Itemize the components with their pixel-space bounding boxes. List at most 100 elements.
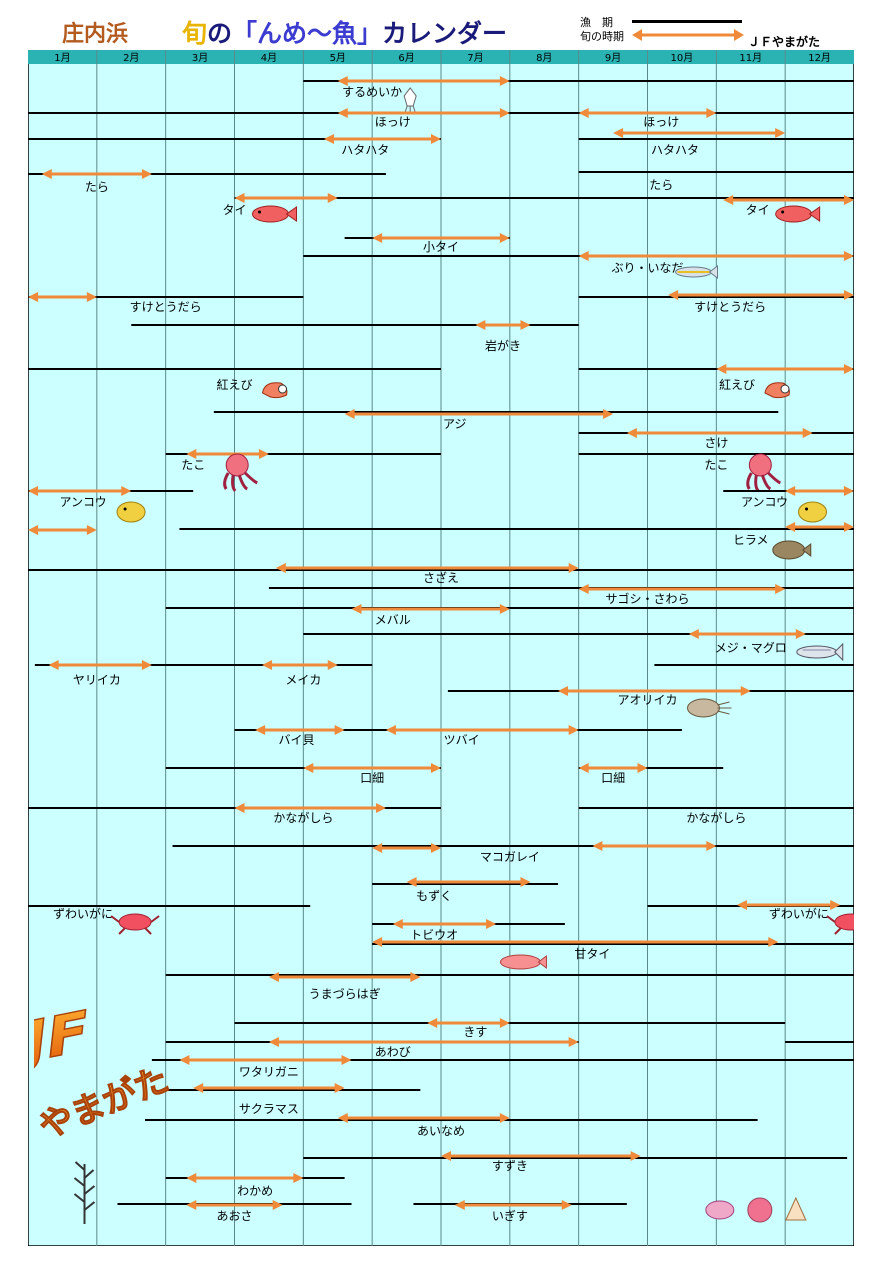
- fish-row: ほっけ: [337, 108, 510, 129]
- month-label: 1月: [54, 52, 70, 64]
- crab-icon: [110, 913, 160, 935]
- fish-name-label: すけとうだら: [130, 300, 202, 314]
- season-arrow: [268, 1037, 579, 1047]
- season-arrow: [186, 449, 269, 459]
- fish-row: メイカ: [262, 660, 338, 687]
- season-arrow: [48, 660, 152, 670]
- season-arrow: [28, 292, 97, 302]
- season-arrow: [716, 364, 854, 374]
- fish-name-label: アンコウ: [60, 495, 107, 509]
- season-arrow: [179, 1055, 352, 1065]
- fish-name-label: ずわいがに: [769, 906, 829, 921]
- fish-row: きす: [234, 1018, 786, 1039]
- fish-row: ずわいがに: [28, 900, 854, 935]
- season-arrow: [262, 660, 338, 670]
- fish-name-label: アジ: [443, 417, 467, 431]
- fish-name-label: あわび: [375, 1045, 411, 1059]
- fish-row: 紅えび: [719, 378, 790, 399]
- fish-name-label: いぎす: [492, 1209, 528, 1223]
- fish-row: 紅えび: [28, 364, 854, 399]
- season-arrow: [592, 841, 717, 851]
- month-label: 5月: [330, 52, 346, 64]
- octopus-icon: [746, 453, 782, 493]
- fish-name-label: サゴシ・さわら: [605, 591, 689, 606]
- fish-name-label: たこ: [181, 458, 205, 472]
- fish-row: ワタリガニ: [151, 1055, 854, 1079]
- fish-row: たこ: [165, 449, 854, 493]
- fish-row: すけとうだら: [28, 290, 854, 314]
- fish-row: サクラマス: [165, 1083, 421, 1116]
- month-label: 3月: [192, 52, 208, 64]
- fish-name-label: 岩がき: [485, 338, 521, 353]
- sea-bream-icon: [775, 205, 821, 223]
- fish-name-label: ハタハタ: [341, 143, 389, 157]
- season-arrow: [475, 320, 531, 330]
- season-arrow: [578, 763, 648, 773]
- sea-bream-icon: [252, 205, 297, 223]
- fish-name-label: さざえ: [423, 570, 459, 585]
- fish-name-label: すけとうだら: [694, 300, 766, 314]
- fish-row: アンコウ: [28, 486, 854, 523]
- season-arrow: [234, 803, 386, 813]
- season-arrow: [427, 1018, 510, 1028]
- month-label: 2月: [123, 52, 139, 64]
- fish-row: かながしら: [28, 803, 854, 825]
- fish-name-label: 紅えび: [216, 378, 252, 392]
- season-arrow: [406, 877, 531, 887]
- month-labels: 1月 2月 3月 4月 5月 6月 7月 8月 9月 10月 11月 12月: [54, 52, 831, 64]
- fish-name-label: あいなめ: [417, 1124, 465, 1138]
- season-arrow: [454, 1200, 572, 1210]
- shrimp-icon: [764, 382, 790, 399]
- fish-name-label: メジ・マグロ: [715, 641, 787, 655]
- season-arrow: [785, 522, 854, 532]
- season-arrow: [255, 725, 345, 735]
- fish-name-label: タイ: [746, 203, 770, 217]
- fish-row: ほっけ: [578, 108, 786, 138]
- fish-row: たこ: [704, 453, 782, 493]
- season-arrow: [372, 843, 441, 853]
- fish-row: タイ: [222, 193, 854, 223]
- season-arrow: [303, 763, 441, 773]
- month-label: 7月: [467, 52, 483, 64]
- fish-row: さけ: [578, 428, 854, 450]
- fish-row: マコガレイ: [172, 841, 854, 864]
- fish-name-label: 甘タイ: [574, 947, 610, 961]
- fish-row: すずき: [303, 1151, 848, 1173]
- crab-icon: [826, 913, 854, 935]
- fish-row: あおさ: [73, 1161, 352, 1224]
- fish-name-label: サクラマス: [239, 1102, 299, 1116]
- logo-yamagata-text: やまがた: [34, 1059, 174, 1147]
- fish-name-label: すずき: [492, 1159, 528, 1173]
- fish-name-label: 小タイ: [423, 240, 459, 254]
- fish-name-label: するめいか: [342, 85, 402, 99]
- calendar-header: 庄内浜 旬の「んめ～魚」カレンダー 漁 期 旬の時期 ＪＦやまがた: [0, 0, 883, 50]
- fish-row: ぶり・いなだ: [303, 251, 854, 279]
- place-title: 庄内浜: [62, 22, 129, 47]
- fish-row: ヒラメ: [28, 522, 854, 560]
- org-name: ＪＦやまがた: [748, 35, 821, 49]
- fish-name-label: たら: [85, 180, 109, 194]
- fish-row: アンコウ: [741, 495, 828, 523]
- fish-name-label: さけ: [704, 436, 728, 450]
- season-arrow: [723, 195, 854, 205]
- fish-name-label: ヤリイカ: [73, 673, 121, 687]
- fish-name-label: タイ: [222, 203, 246, 217]
- legend-season-arrow: [632, 29, 744, 41]
- fish-row: ツバイ: [385, 725, 579, 747]
- month-label: 6月: [398, 52, 414, 64]
- fish-name-label: 口細: [601, 771, 625, 785]
- season-arrow: [372, 233, 510, 243]
- seaweed-icon: [73, 1161, 96, 1224]
- yellowtail-icon: [675, 265, 718, 279]
- legend-fishing-line: [632, 20, 742, 23]
- logo-jf-text: JF: [34, 999, 92, 1078]
- season-arrow: [28, 486, 132, 496]
- season-arrow: [351, 604, 510, 614]
- month-label: 8月: [536, 52, 552, 64]
- fish-name-label: 紅えび: [719, 378, 755, 392]
- fish-name-label: もずく: [416, 889, 452, 903]
- fish-row: 岩がき: [131, 320, 579, 353]
- fish-row: アジ: [213, 409, 779, 431]
- title-shun: 旬: [182, 19, 208, 48]
- fish-name-label: メイカ: [285, 673, 321, 687]
